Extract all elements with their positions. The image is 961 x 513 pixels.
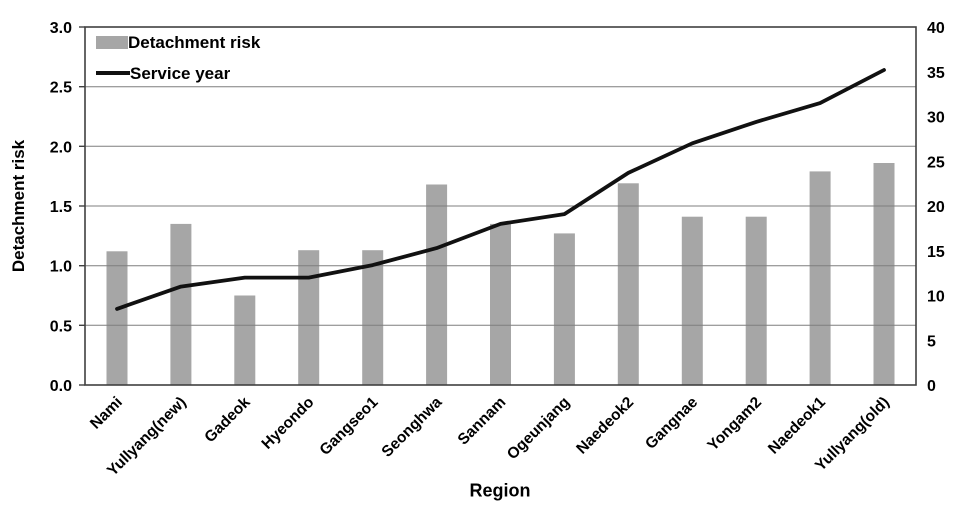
y2-axis-tick-label: 15 [927,244,945,261]
bar-gangseo1 [362,250,384,385]
legend-label-service-year: Service year [130,63,231,83]
y-axis-tick-label: 0.5 [50,318,72,335]
y2-axis-tick-label: 35 [927,65,945,82]
y2-axis-tick-label: 0 [927,378,936,395]
y2-axis-tick-label: 10 [927,289,945,306]
bar-yongam2 [745,216,767,385]
y2-axis-tick-label: 25 [927,154,945,171]
y2-axis-tick-label: 20 [927,199,945,216]
y2-axis-tick-label: 30 [927,110,945,127]
x-axis-tick-label: Yongam2 [704,394,765,455]
y-axis-tick-label: 1.5 [50,199,72,216]
y-axis-tick-label: 3.0 [50,20,72,37]
legend-item-service-year: Service year [96,62,260,84]
y-axis-tick-label: 2.0 [50,139,72,156]
bar-sannam [490,223,511,385]
x-axis-title: Region [469,480,531,501]
bar-yullyang-old- [873,163,895,385]
legend-line-swatch-icon [96,71,130,75]
bar-seonghwa [426,184,448,385]
x-axis-tick-label: Gangseo1 [317,394,382,459]
bar-ogeunjang [553,233,575,385]
chart-legend: Detachment risk Service year [96,31,260,93]
bar-naedeok2 [617,183,639,385]
legend-bar-swatch-icon [96,35,128,49]
y-axis-tick-label: 2.5 [50,80,72,97]
x-axis-tick-label: Nami [87,394,126,433]
bar-yullyang-new- [170,223,192,385]
bar-nami [106,251,128,385]
x-axis-tick-label: Naedeok1 [765,394,829,458]
bar-gadeok [234,295,256,385]
service-year-line [115,68,886,311]
x-axis-tick-label: Sannam [455,394,510,449]
y2-axis-tick-label: 40 [927,20,945,37]
bar-gangnae [681,216,703,385]
x-axis-tick-label: Seonghwa [379,394,446,461]
legend-item-detachment-risk: Detachment risk [96,31,260,53]
y-axis-tick-label: 1.0 [50,259,72,276]
y-axis-title: Detachment risk [9,139,28,273]
x-axis-tick-label: Hyeondo [259,394,318,453]
x-axis-tick-label: Ogeunjang [504,394,573,463]
legend-label-detachment-risk: Detachment risk [128,32,261,52]
bar-hyeondo [298,250,320,385]
y2-axis-tick-label: 5 [927,333,936,350]
bar-naedeok1 [809,171,831,385]
x-axis-tick-label: Gadeok [201,394,253,446]
y-axis-tick-label: 0.0 [50,378,72,395]
x-axis-tick-label: Gangnae [642,394,701,453]
x-axis-tick-label: Naedeok2 [573,394,637,458]
